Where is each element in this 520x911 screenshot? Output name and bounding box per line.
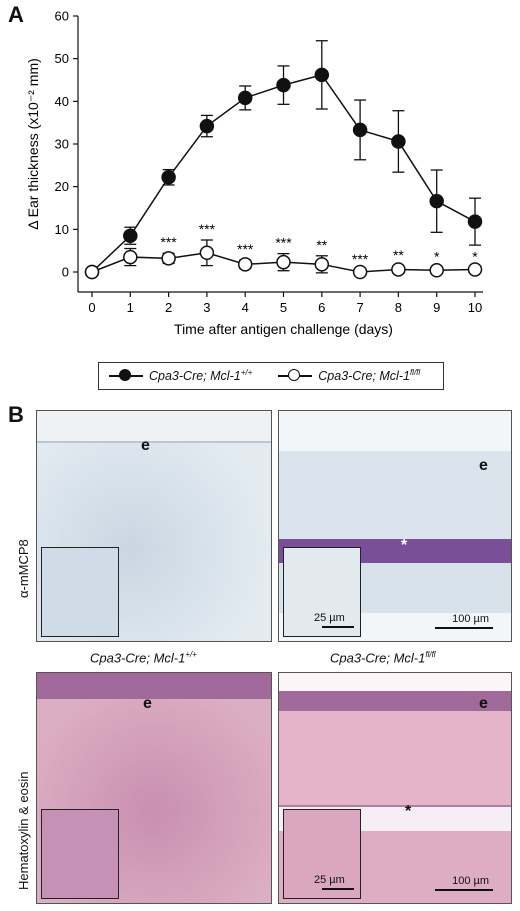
data-point — [276, 77, 291, 93]
epidermis-label: e — [141, 437, 150, 454]
data-point — [429, 193, 444, 209]
epidermis-layer — [279, 691, 511, 711]
panel-a-label: A — [8, 2, 24, 27]
significance-label: ** — [393, 247, 404, 263]
panel-b-label: B — [8, 402, 24, 427]
data-point — [199, 118, 215, 134]
significance-label: * — [434, 249, 440, 265]
scale-bar — [435, 627, 493, 629]
significance-label: *** — [352, 251, 369, 267]
micrograph-he-wt: e — [36, 672, 272, 904]
x-tick-label: 10 — [468, 300, 482, 315]
y-tick-label: 0 — [62, 265, 69, 280]
epidermis-layer — [37, 411, 271, 443]
legend-item-wt: Cpa3-Cre; Mcl-1+/+ — [109, 368, 253, 384]
chart-series — [84, 40, 483, 280]
x-axis-label: Time after antigen challenge (days) — [174, 321, 393, 337]
legend-marker-filled-circle — [109, 369, 143, 383]
data-point — [123, 249, 138, 265]
x-tick-label: 8 — [395, 300, 402, 315]
epidermis-label: e — [479, 695, 488, 712]
y-tick-label: 40 — [55, 94, 69, 109]
scale-bar — [435, 889, 493, 891]
x-tick-label: 7 — [356, 300, 363, 315]
x-tick-label: 4 — [242, 300, 249, 315]
x-tick-label: 1 — [127, 300, 134, 315]
inset-zoom — [41, 809, 119, 899]
caption-ko: Cpa3-Cre; Mcl-1fl/fl — [330, 650, 436, 666]
y-tick-label: 50 — [55, 51, 69, 66]
row-label-he: Hematoxylin & eosin — [16, 771, 31, 891]
data-point — [123, 228, 138, 243]
x-tick-label: 6 — [318, 300, 325, 315]
series-ko — [84, 239, 483, 280]
legend-label-ko: Cpa3-Cre; Mcl-1fl/fl — [318, 368, 421, 384]
cartilage-label: * — [405, 803, 412, 820]
epidermis-label: e — [479, 457, 488, 474]
significance-label: *** — [199, 221, 216, 237]
data-point — [314, 67, 330, 83]
legend-marker-open-circle — [278, 369, 313, 383]
scale-bar — [322, 888, 354, 890]
data-point — [352, 264, 368, 280]
y-tick-label: 20 — [55, 179, 69, 194]
row-label-ihc: α-mMCP8 — [16, 539, 31, 598]
scale-label: 25 µm — [314, 874, 345, 886]
data-point — [467, 214, 483, 229]
legend-label-wt: Cpa3-Cre; Mcl-1+/+ — [149, 368, 253, 384]
significance-label: ** — [316, 237, 327, 253]
y-tick-label: 10 — [55, 222, 69, 237]
micrograph-ihc-ko: e * 25 µm 100 µm — [278, 410, 512, 642]
x-tick-label: 3 — [203, 300, 210, 315]
cartilage-label: * — [401, 537, 408, 554]
inset-zoom: 25 µm — [283, 809, 361, 899]
data-point — [314, 257, 330, 272]
x-tick-label: 2 — [165, 300, 172, 315]
scale-label: 100 µm — [452, 875, 489, 887]
scale-label: 25 µm — [314, 612, 345, 624]
epidermis-label: e — [143, 695, 152, 712]
inset-zoom — [41, 547, 119, 637]
epidermis-layer — [37, 673, 271, 699]
x-tick-label: 9 — [433, 300, 440, 315]
caption-wt: Cpa3-Cre; Mcl-1+/+ — [90, 650, 197, 666]
scale-bar — [322, 626, 354, 628]
micrograph-he-ko: e * 25 µm 100 µm — [278, 672, 512, 904]
micrograph-ihc-wt: e — [36, 410, 272, 642]
data-point — [161, 251, 176, 266]
data-point — [391, 262, 406, 277]
scale-label: 100 µm — [452, 613, 489, 625]
significance-label: *** — [275, 235, 292, 251]
y-axis-label: Δ Ear thickness (x10⁻² mm) — [25, 58, 41, 230]
x-tick-label: 5 — [280, 300, 287, 315]
legend-item-ko: Cpa3-Cre; Mcl-1fl/fl — [278, 368, 421, 384]
chart-axes: 0 10 20 30 40 50 60 0 1 2 3 4 5 6 7 8 9 10 Time after anti… — [25, 9, 483, 337]
chart-legend: Cpa3-Cre; Mcl-1+/+ Cpa3-Cre; Mcl-1fl/fl — [98, 362, 444, 390]
data-point — [391, 134, 406, 149]
dermis-layer — [279, 711, 511, 805]
data-point — [199, 245, 215, 261]
significance-label: *** — [237, 241, 254, 257]
x-tick-label: 0 — [88, 300, 95, 315]
significance-label: * — [472, 248, 478, 264]
inset-zoom: 25 µm — [283, 547, 361, 637]
dermis-layer — [279, 451, 511, 541]
significance-label: *** — [160, 234, 177, 250]
data-point — [352, 122, 368, 138]
data-point — [467, 262, 483, 277]
y-tick-label: 60 — [55, 9, 69, 24]
line-chart: 0 10 20 30 40 50 60 0 1 2 3 4 5 6 7 8 9 10 Time after anti… — [25, 9, 483, 337]
data-point — [84, 264, 100, 280]
y-tick-label: 30 — [55, 137, 69, 152]
data-point — [276, 254, 291, 270]
data-point — [237, 90, 253, 106]
data-point — [237, 257, 253, 272]
data-point — [161, 170, 176, 185]
data-point — [429, 263, 444, 278]
